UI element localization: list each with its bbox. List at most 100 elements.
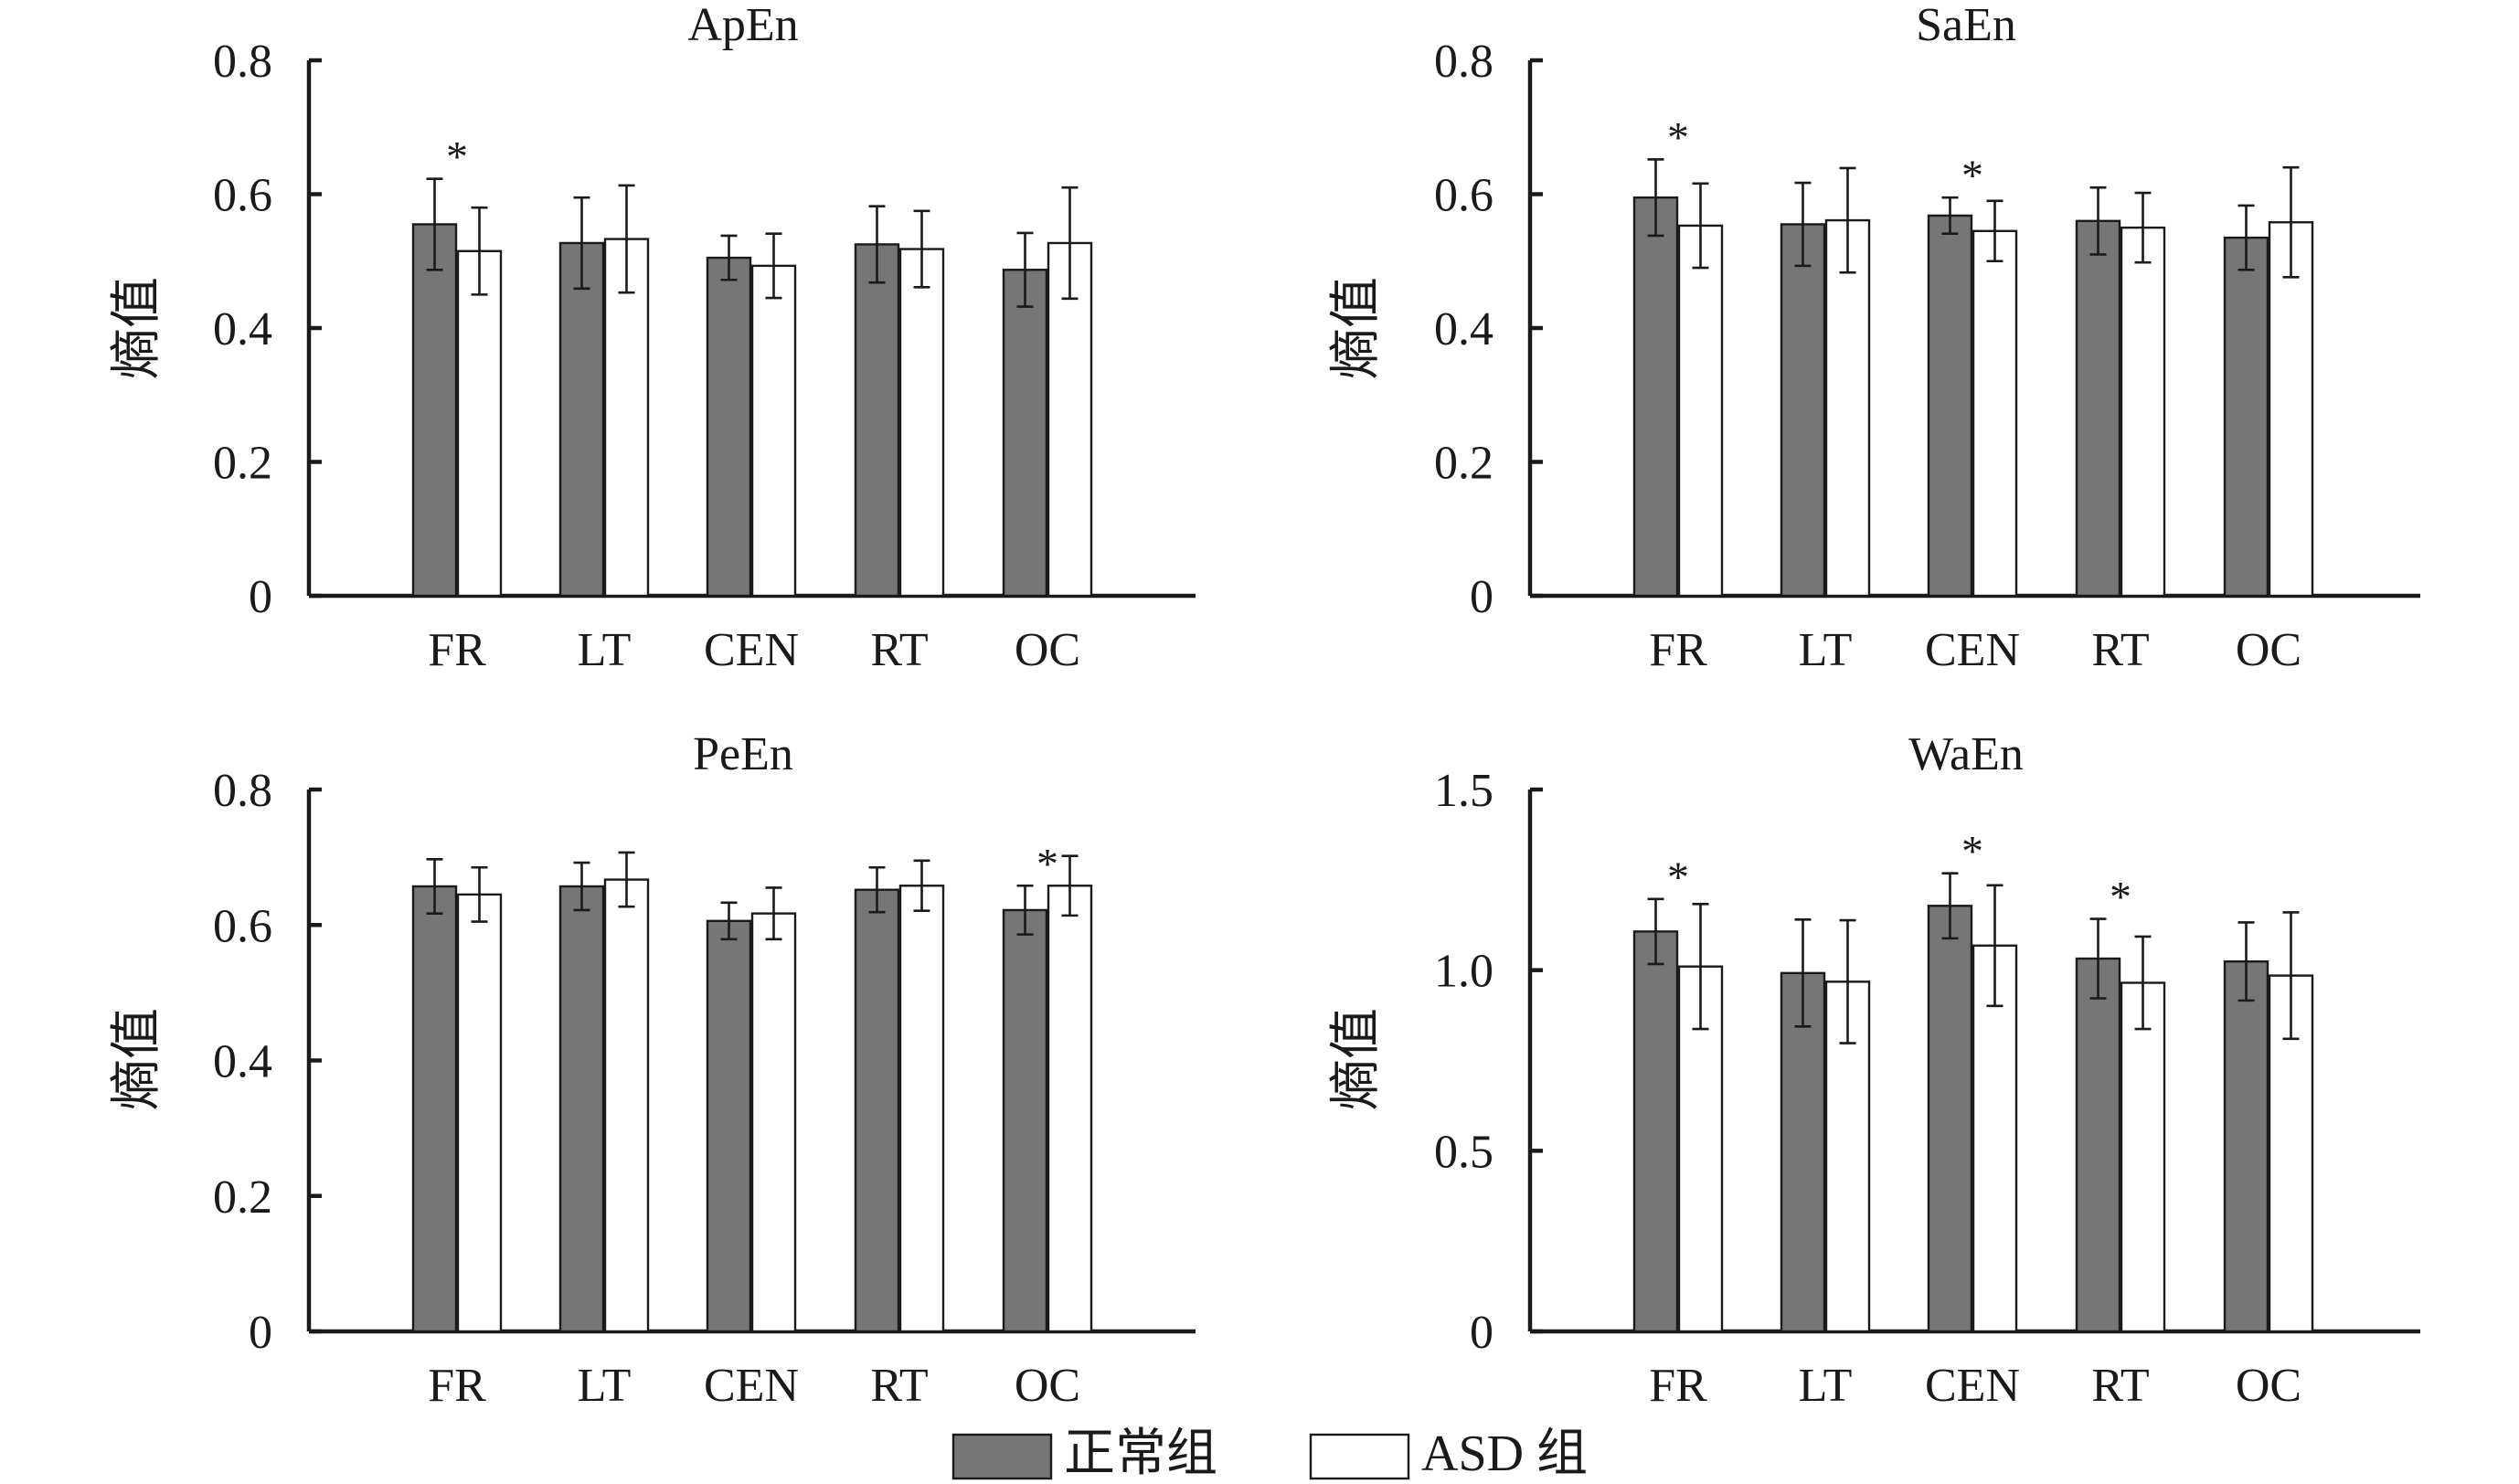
x-tick-label: FR [428,1360,486,1412]
y-tick-label: 0.4 [1434,303,1493,355]
x-tick-label: RT [870,1360,928,1412]
x-tick-label: FR [1649,1360,1707,1412]
legend-swatch-asd [1309,1433,1410,1480]
significance-marker: * [1667,853,1689,902]
x-tick-label: OC [1015,624,1080,676]
bar-normal [1927,214,1973,598]
bar-asd [898,885,945,1333]
y-tick-label: 0.8 [213,765,272,817]
chart-panel-apen: ApEn 熵值 0 0.2 0.4 0.6 0.8 FR LT CEN RT OC * [109,0,1196,676]
legend-label-asd: ASD 组 [1421,1426,1588,1482]
significance-marker: * [1667,113,1689,162]
bar-asd [1047,885,1093,1333]
bar-asd [1047,241,1093,598]
y-tick-label: 0.6 [1434,170,1493,222]
bar-normal [854,243,900,598]
y-tick-label: 1.0 [1434,946,1493,998]
legend-swatch-normal [951,1433,1053,1480]
y-tick-label: 0.2 [213,1171,272,1224]
bar-asd [2120,226,2166,598]
x-tick-label: FR [428,624,486,676]
y-axis-label: 熵值 [109,1008,165,1110]
chart-panel-waen: WaEn 熵值 0 0.5 1.0 1.5 FR LT CEN RT OC * * * [1328,728,2420,1412]
bar-normal [1780,971,1826,1333]
y-tick-label: 0.8 [213,36,272,88]
significance-marker: * [1036,840,1058,888]
bar-asd [603,238,650,598]
bar-normal [411,223,458,598]
chart-title: WaEn [1908,728,2024,780]
x-tick-label: CEN [1925,1360,2020,1412]
x-tick-label: FR [1649,624,1707,676]
bar-normal [1927,905,1973,1333]
y-tick-label: 0.2 [213,438,272,490]
x-tick-label: OC [1015,1360,1080,1412]
y-tick-label: 0 [1470,1307,1493,1359]
y-axis-label: 熵值 [1328,277,1385,379]
y-axis-label: 熵值 [109,277,165,379]
legend-label-normal: 正常组 [1064,1426,1217,1482]
x-tick-label: RT [2091,624,2149,676]
x-tick-label: CEN [704,1360,799,1412]
y-tick-label: 0 [249,571,272,623]
bar-normal [1780,223,1826,598]
y-tick-label: 0.6 [213,170,272,222]
bar-normal [1002,908,1048,1333]
bar-normal [706,256,752,598]
y-tick-label: 1.5 [1434,765,1493,817]
significance-marker: * [446,133,468,182]
chart-title: ApEn [687,0,798,51]
chart-panel-saen: SaEn 熵值 0 0.2 0.4 0.6 0.8 FR LT CEN RT OC * * [1328,0,2420,676]
x-tick-label: OC [2236,624,2301,676]
bar-asd [1972,229,2018,598]
x-tick-label: OC [2236,1360,2301,1412]
bar-asd [750,264,797,598]
y-tick-label: 0.8 [1434,36,1493,88]
bar-asd [1677,224,1724,598]
bar-normal [2223,959,2269,1333]
bar-asd [603,878,650,1333]
bar-normal [854,888,900,1333]
bar-asd [1824,218,1871,598]
y-tick-label: 0.2 [1434,438,1493,490]
significance-marker: * [1961,828,1983,876]
y-tick-label: 0 [1470,571,1493,623]
legend: 正常组 ASD 组 [951,1426,1588,1482]
chart-title: SaEn [1916,0,2016,51]
y-tick-label: 0.5 [1434,1126,1493,1178]
x-tick-label: LT [578,624,632,676]
x-tick-label: LT [1799,1360,1853,1412]
y-tick-label: 0.4 [213,1036,272,1088]
y-tick-label: 0.4 [213,303,272,355]
x-tick-label: LT [578,1360,632,1412]
bar-normal [558,241,605,598]
chart-title: PeEn [693,728,793,780]
bar-normal [2075,219,2121,598]
bar-asd [1972,944,2018,1333]
bar-normal [706,919,752,1333]
bar-asd [2120,981,2166,1333]
bar-normal [1632,930,1679,1333]
bar-normal [1002,269,1048,598]
y-tick-label: 0 [249,1307,272,1359]
significance-marker: * [2110,874,2131,922]
y-axis-label: 熵值 [1328,1008,1385,1110]
bar-normal [558,885,605,1333]
chart-panel-peen: PeEn 熵值 0 0.2 0.4 0.6 0.8 FR LT CEN RT OC * [109,728,1196,1412]
y-tick-label: 0.6 [213,900,272,952]
significance-marker: * [1961,152,1983,200]
bar-asd [750,912,797,1333]
x-tick-label: RT [2091,1360,2149,1412]
bar-asd [456,893,503,1333]
bar-normal [411,885,458,1333]
bar-normal [2075,957,2121,1333]
x-tick-label: LT [1799,624,1853,676]
bar-normal [2223,236,2269,598]
x-tick-label: RT [870,624,928,676]
bar-asd [456,249,503,598]
x-tick-label: CEN [1925,624,2020,676]
bar-normal [1632,196,1679,598]
x-tick-label: CEN [704,624,799,676]
bar-asd [898,248,945,598]
